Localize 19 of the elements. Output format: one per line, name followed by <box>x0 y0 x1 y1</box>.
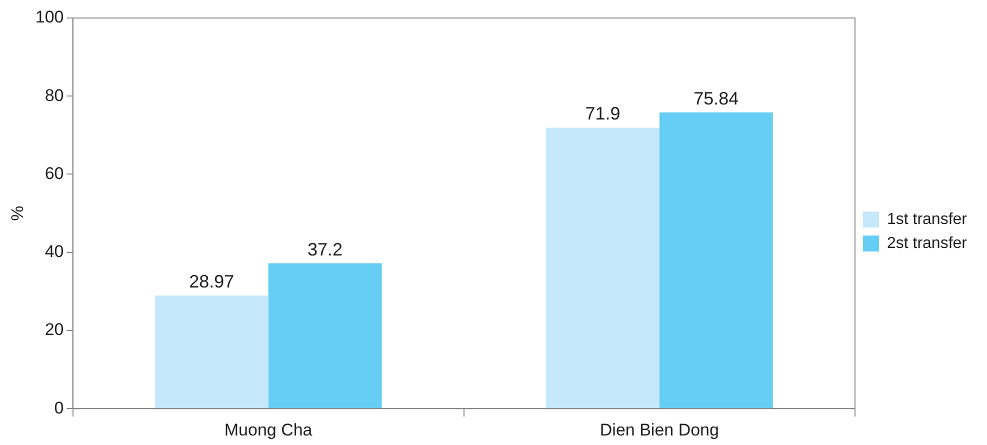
y-tick-label: 20 <box>44 320 64 340</box>
x-tick-label: Dien Bien Dong <box>600 420 719 440</box>
y-axis-title: % <box>8 206 27 221</box>
y-tick-label: 80 <box>44 86 64 105</box>
bar <box>546 128 660 408</box>
y-tick-label: 0 <box>54 398 64 418</box>
bar <box>154 295 268 408</box>
x-tick-label: Muong Cha <box>224 420 313 440</box>
y-tick-label: 40 <box>44 242 64 262</box>
legend-label: 2st transfer <box>886 234 968 252</box>
bar <box>268 263 382 408</box>
y-tick-label: 60 <box>44 164 64 183</box>
legend-label: 1st transfer <box>886 210 968 228</box>
y-tick-label: 100 <box>35 8 64 27</box>
data-label: 37.2 <box>308 239 343 260</box>
data-label: 71.9 <box>585 104 620 124</box>
bar <box>659 112 773 408</box>
data-label: 75.84 <box>694 88 739 108</box>
data-label: 28.97 <box>189 271 234 292</box>
